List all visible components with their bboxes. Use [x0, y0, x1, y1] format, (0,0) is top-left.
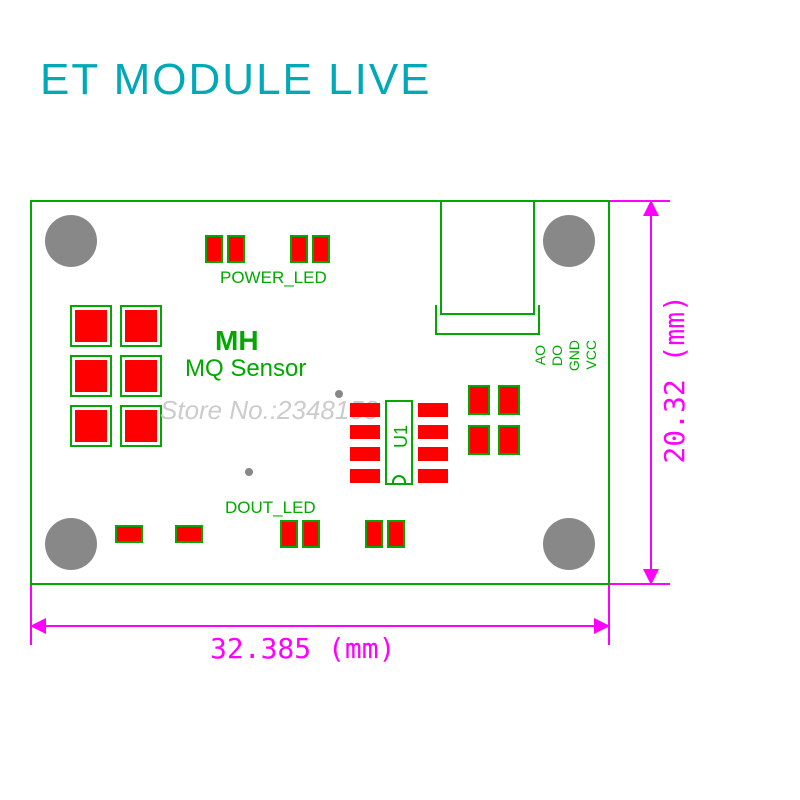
- power-led-label: POWER_LED: [220, 268, 327, 288]
- mounting-hole-br: [543, 518, 595, 570]
- ic-u1-label: U1: [391, 425, 412, 448]
- connector-outline: [440, 200, 535, 315]
- ic-pad-r3: [418, 447, 448, 461]
- ic-pad-r4: [418, 469, 448, 483]
- pad-top-3: [290, 235, 308, 263]
- pcb-diagram: POWER_LED MH MQ Sensor Store No.:2348158…: [30, 200, 610, 585]
- pad-bot-6: [387, 520, 405, 548]
- ic-pad-l3: [350, 447, 380, 461]
- pad-bot-2: [175, 525, 203, 543]
- dout-led-label: DOUT_LED: [225, 498, 316, 518]
- watermark-text: Store No.:2348158: [160, 395, 378, 426]
- mounting-hole-tr: [543, 215, 595, 267]
- pin-label-gnd: GND: [566, 340, 582, 371]
- sensor-pad-1: [75, 310, 107, 342]
- width-dimension-text: 32.385 (mm): [205, 632, 400, 665]
- mounting-hole-bl: [45, 518, 97, 570]
- page-title: ET MODULE LIVE: [40, 55, 432, 105]
- via-1: [245, 468, 253, 476]
- pin-label-do: DO: [549, 345, 565, 366]
- sensor-pad-3: [75, 360, 107, 392]
- ic-pad-l2: [350, 425, 380, 439]
- ic-pad-r2: [418, 425, 448, 439]
- mh-label: MH: [215, 325, 259, 357]
- pad-top-1: [205, 235, 223, 263]
- ic-pad-l4: [350, 469, 380, 483]
- pad-top-2: [227, 235, 245, 263]
- sensor-pad-6: [125, 410, 157, 442]
- height-dimension-text: 20.32 (mm): [658, 290, 691, 469]
- conn-pad-1: [468, 385, 490, 415]
- conn-pad-3: [468, 425, 490, 455]
- pad-bot-1: [115, 525, 143, 543]
- pin-label-vcc: VCC: [583, 340, 599, 370]
- mounting-hole-tl: [45, 215, 97, 267]
- pad-bot-4: [302, 520, 320, 548]
- pad-bot-5: [365, 520, 383, 548]
- ic-pad-l1: [350, 403, 380, 417]
- mq-sensor-label: MQ Sensor: [185, 355, 306, 383]
- ic-notch: [392, 475, 406, 483]
- pad-bot-3: [280, 520, 298, 548]
- ic-pad-r1: [418, 403, 448, 417]
- via-2: [335, 390, 343, 398]
- pad-top-4: [312, 235, 330, 263]
- sensor-pad-2: [125, 310, 157, 342]
- sensor-pad-4: [125, 360, 157, 392]
- pin-label-ao: AO: [532, 345, 548, 365]
- sensor-pad-5: [75, 410, 107, 442]
- conn-pad-2: [498, 385, 520, 415]
- connector-tab: [435, 305, 540, 335]
- conn-pad-4: [498, 425, 520, 455]
